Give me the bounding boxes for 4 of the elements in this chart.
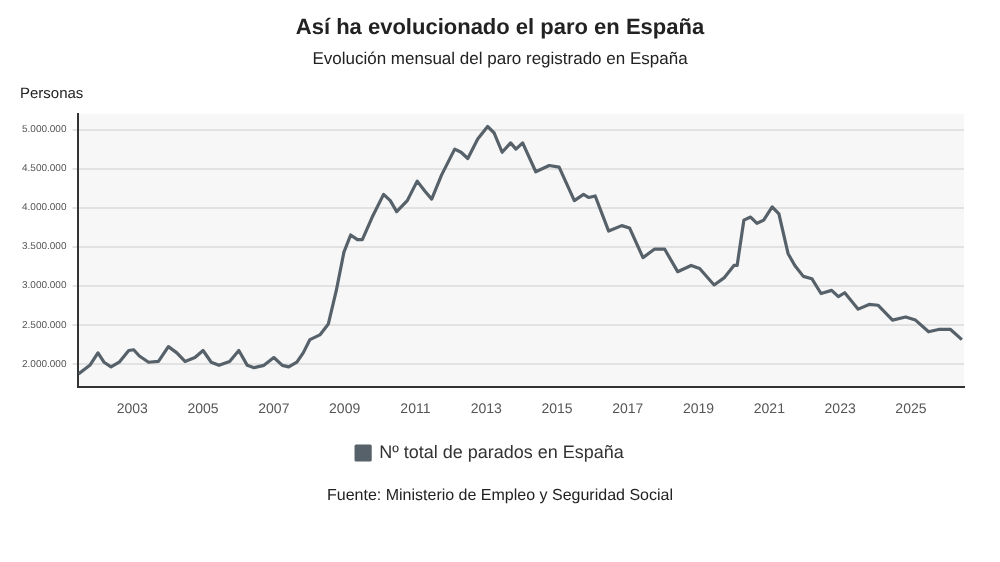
- chart-title: Así ha evolucionado el paro en España: [293, 16, 707, 40]
- chart-subtitle: Evolución mensual del paro registrado en España: [310, 48, 690, 68]
- source-note: Fuente: Ministerio de Empleo y Seguridad Social: [325, 486, 675, 504]
- legend-label: Nº total de parados en España: [379, 441, 624, 462]
